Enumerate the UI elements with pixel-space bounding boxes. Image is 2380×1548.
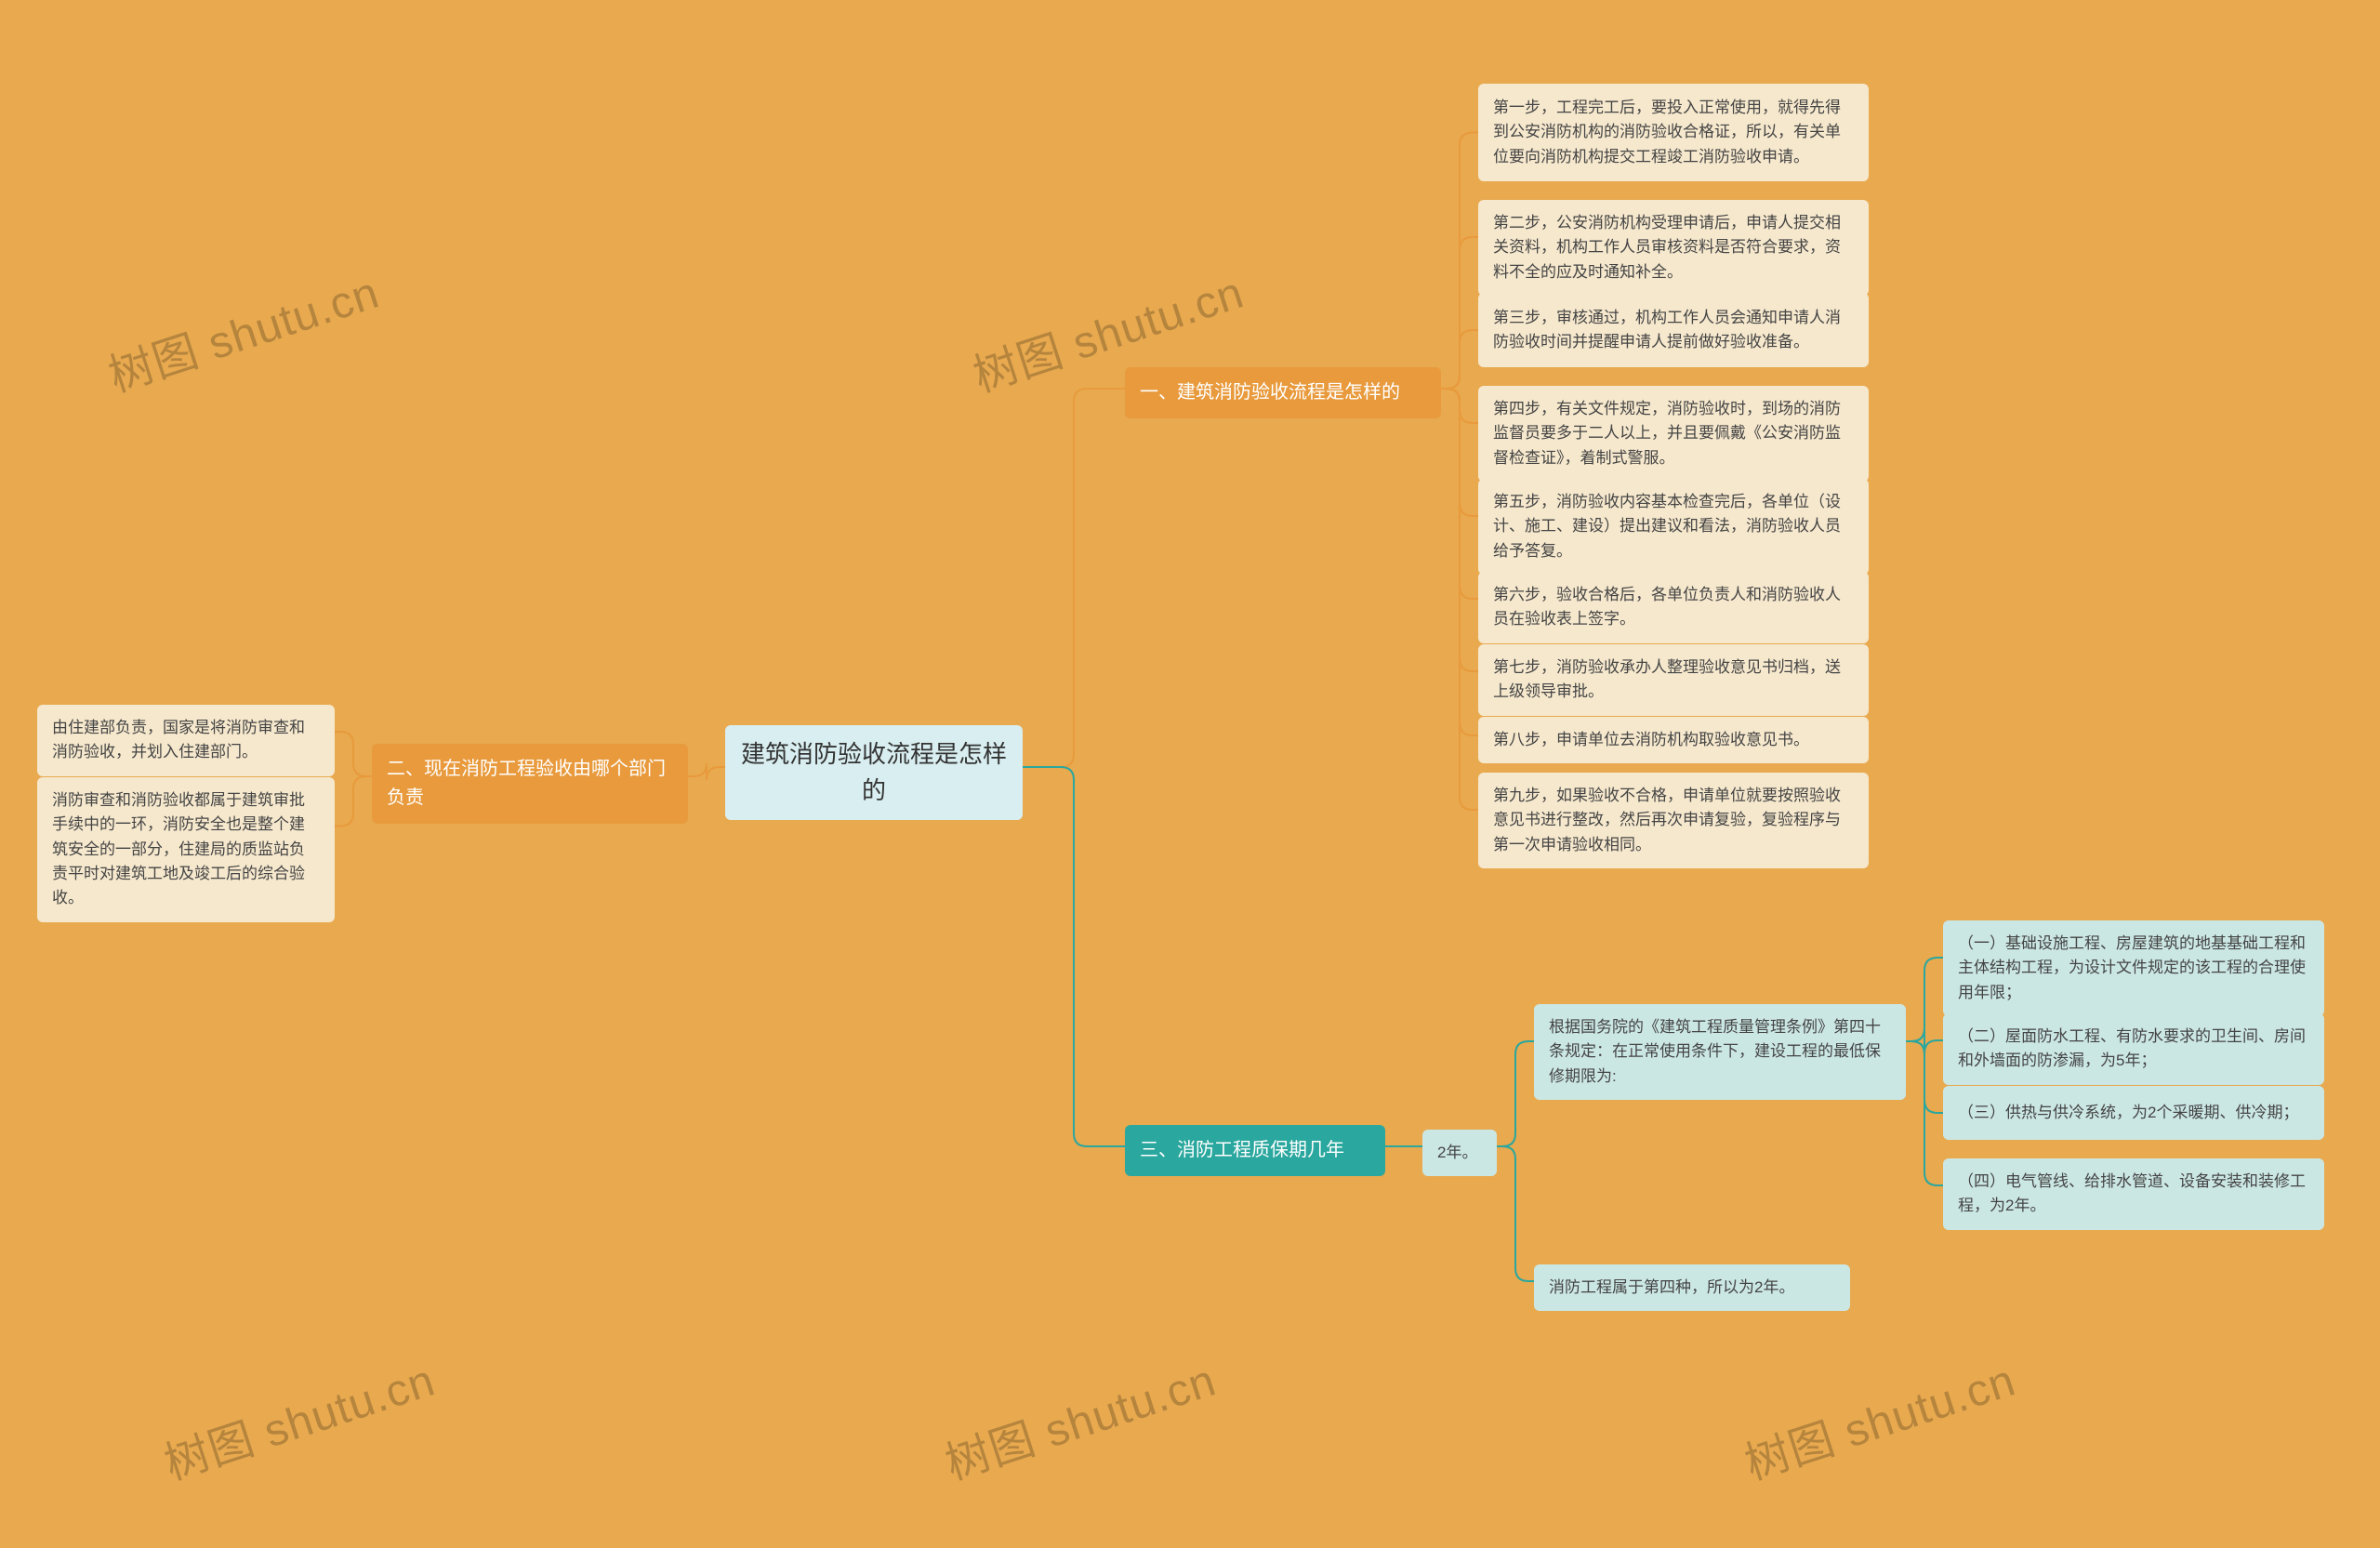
connector — [1441, 389, 1478, 516]
connector — [1441, 389, 1478, 810]
mindmap-node-b1c6[interactable]: 第六步，验收合格后，各单位负责人和消防验收人员在验收表上签字。 — [1478, 572, 1869, 643]
mindmap-node-b1c2[interactable]: 第二步，公安消防机构受理申请后，申请人提交相关资料，机构工作人员审核资料是否符合… — [1478, 200, 1869, 296]
mindmap-node-b1c1[interactable]: 第一步，工程完工后，要投入正常使用，就得先得到公安消防机构的消防验收合格证，所以… — [1478, 84, 1869, 181]
mindmap-node-b3c1[interactable]: 2年。 — [1422, 1130, 1497, 1176]
mindmap-node-b3c1a4[interactable]: （四）电气管线、给排水管道、设备安装和装修工程，为2年。 — [1943, 1158, 2324, 1230]
connector — [1441, 133, 1478, 390]
mindmap-node-b1[interactable]: 一、建筑消防验收流程是怎样的 — [1125, 367, 1441, 418]
connector — [1906, 1028, 1943, 1053]
mindmap-node-b3[interactable]: 三、消防工程质保期几年 — [1125, 1125, 1385, 1176]
connector — [1441, 389, 1478, 423]
mindmap-node-b1c7[interactable]: 第七步，消防验收承办人整理验收意见书归档，送上级领导审批。 — [1478, 644, 1869, 716]
connector — [1497, 1041, 1534, 1146]
mindmap-node-root[interactable]: 建筑消防验收流程是怎样的 — [725, 725, 1023, 820]
connector — [1023, 767, 1125, 1146]
connector — [1906, 1041, 1943, 1113]
connector — [688, 763, 725, 780]
connector — [335, 776, 372, 827]
mindmap-node-b2c2[interactable]: 消防审查和消防验收都属于建筑审批手续中的一环，消防安全也是整个建筑安全的一部分，… — [37, 777, 335, 922]
connector — [1906, 1041, 1943, 1185]
watermark: 树图 shutu.cn — [1736, 1343, 2023, 1492]
connector — [1441, 389, 1478, 671]
watermark: 树图 shutu.cn — [99, 256, 387, 404]
connector — [1441, 330, 1478, 389]
mindmap-node-b2c1[interactable]: 由住建部负责，国家是将消防审查和消防验收，并划入住建部门。 — [37, 705, 335, 776]
mindmap-node-b3c1a[interactable]: 根据国务院的《建筑工程质量管理条例》第四十条规定：在正常使用条件下，建设工程的最… — [1534, 1004, 1906, 1100]
mindmap-node-b1c8[interactable]: 第八步，申请单位去消防机构取验收意见书。 — [1478, 717, 1869, 763]
watermark: 树图 shutu.cn — [936, 1343, 1223, 1492]
mindmap-node-b3c1a3[interactable]: （三）供热与供冷系统，为2个采暖期、供冷期； — [1943, 1086, 2324, 1140]
mindmap-node-b1c5[interactable]: 第五步，消防验收内容基本检查完后，各单位（设计、施工、建设）提出建议和看法，消防… — [1478, 479, 1869, 575]
connector — [1441, 389, 1478, 599]
mindmap-node-b1c3[interactable]: 第三步，审核通过，机构工作人员会通知申请人消防验收时间并提醒申请人提前做好验收准… — [1478, 293, 1869, 367]
connector — [1906, 958, 1943, 1041]
mindmap-node-b1c4[interactable]: 第四步，有关文件规定，消防验收时，到场的消防监督员要多于二人以上，并且要佩戴《公… — [1478, 386, 1869, 482]
mindmap-node-b3c1a1[interactable]: （一）基础设施工程、房屋建筑的地基基础工程和主体结构工程，为设计文件规定的该工程… — [1943, 920, 2324, 1016]
connector — [1023, 389, 1125, 767]
mindmap-node-b1c9[interactable]: 第九步，如果验收不合格，申请单位就要按照验收意见书进行整改，然后再次申请复验，复… — [1478, 773, 1869, 868]
watermark: 树图 shutu.cn — [155, 1343, 443, 1492]
connector-layer — [0, 0, 2380, 1548]
mindmap-node-b3c1a2[interactable]: （二）屋面防水工程、有防水要求的卫生间、房间和外墙面的防渗漏，为5年； — [1943, 1013, 2324, 1085]
connector — [335, 732, 372, 776]
connector — [1497, 1146, 1534, 1281]
connector — [1441, 389, 1478, 735]
mindmap-node-b2[interactable]: 二、现在消防工程验收由哪个部门负责 — [372, 744, 688, 824]
connector — [1441, 237, 1478, 389]
mindmap-node-b3c1b[interactable]: 消防工程属于第四种，所以为2年。 — [1534, 1264, 1850, 1311]
